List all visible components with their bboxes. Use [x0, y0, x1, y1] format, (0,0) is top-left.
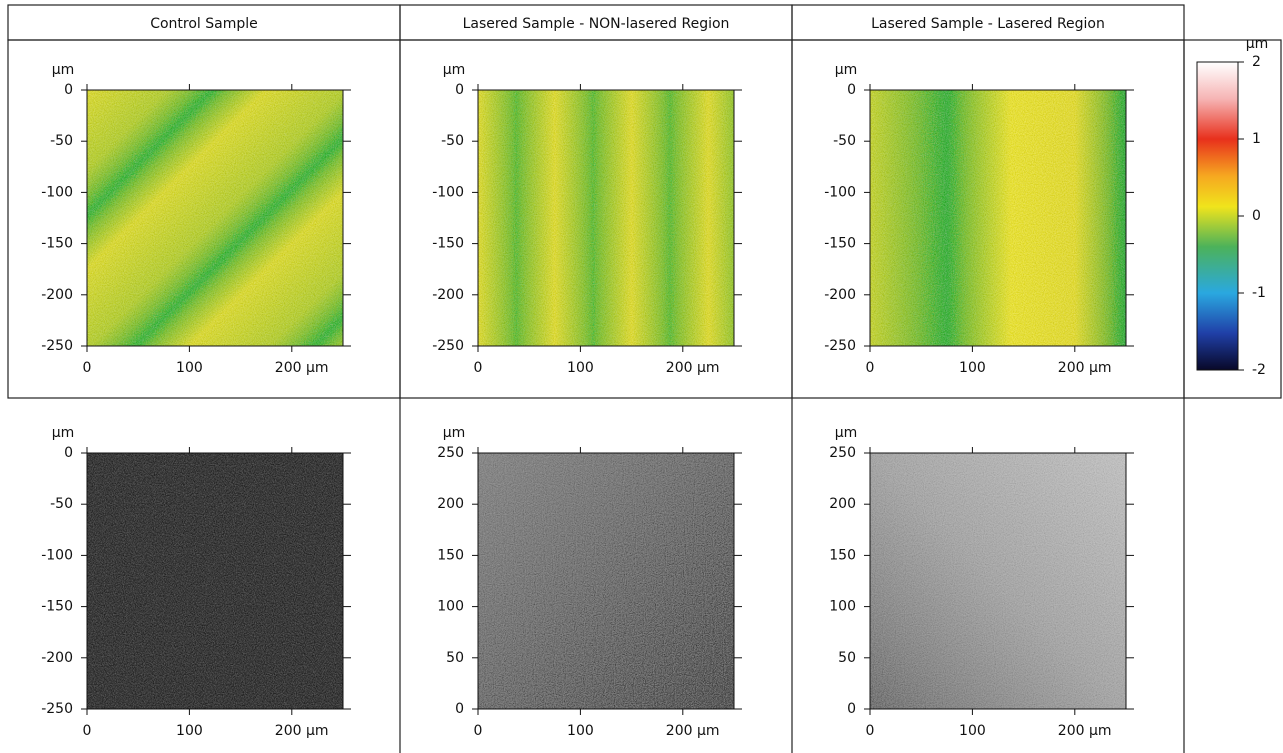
y-tick-label: -200 [41, 287, 73, 303]
x-tick-label: 200 µm [666, 723, 720, 739]
y-tick-label: 200 [437, 496, 464, 512]
column-header: Lasered Sample - NON-lasered Region [463, 16, 730, 32]
y-tick-label: -50 [50, 496, 73, 512]
y-tick-label: -50 [50, 133, 73, 149]
x-tick-label: 100 [567, 723, 594, 739]
y-tick-label: 0 [64, 445, 73, 461]
x-tick-label: 100 [176, 723, 203, 739]
y-tick-label: 150 [829, 547, 856, 563]
y-unit: µm [443, 62, 466, 78]
x-tick-label: 0 [474, 723, 483, 739]
height-map [870, 90, 1126, 346]
colorbar-tick-label: 2 [1252, 54, 1261, 70]
y-tick-label: 50 [446, 650, 464, 666]
colorbar-tick-label: 1 [1252, 131, 1261, 147]
y-tick-label: -200 [41, 650, 73, 666]
y-tick-label: -250 [41, 338, 73, 354]
y-tick-label: -250 [432, 338, 464, 354]
y-tick-label: -150 [824, 236, 856, 252]
y-unit: µm [835, 425, 858, 441]
plot-frame [869, 452, 1127, 710]
colorbar-tick-label: 0 [1252, 208, 1261, 224]
column-header: Control Sample [150, 16, 258, 32]
y-tick-label: -100 [824, 184, 856, 200]
y-tick-label: -150 [41, 599, 73, 615]
y-tick-label: 0 [847, 82, 856, 98]
y-tick-label: 0 [455, 701, 464, 717]
x-tick-label: 200 µm [666, 360, 720, 376]
plot-frame [477, 89, 735, 347]
height-map [478, 90, 734, 346]
y-tick-label: -100 [41, 184, 73, 200]
x-tick-label: 100 [567, 360, 594, 376]
plot-frame [477, 452, 735, 710]
height-map [870, 453, 1126, 709]
y-tick-label: -200 [824, 287, 856, 303]
colorbar-tick-label: -1 [1252, 285, 1266, 301]
y-tick-label: 100 [829, 599, 856, 615]
y-tick-label: 150 [437, 547, 464, 563]
x-tick-label: 0 [474, 360, 483, 376]
y-tick-label: 100 [437, 599, 464, 615]
y-tick-label: 250 [437, 445, 464, 461]
y-tick-label: 250 [829, 445, 856, 461]
x-tick-label: 200 µm [1058, 723, 1112, 739]
colorbar-tick-label: -2 [1252, 362, 1266, 378]
colorbar-unit: µm [1246, 36, 1269, 52]
x-tick-label: 0 [83, 360, 92, 376]
x-tick-label: 0 [83, 723, 92, 739]
y-unit: µm [443, 425, 466, 441]
x-tick-label: 100 [959, 723, 986, 739]
x-tick-label: 200 µm [1058, 360, 1112, 376]
plot-frame [869, 89, 1127, 347]
y-tick-label: 0 [847, 701, 856, 717]
y-tick-label: -200 [432, 287, 464, 303]
y-tick-label: -150 [432, 236, 464, 252]
y-tick-label: 0 [455, 82, 464, 98]
height-map [87, 453, 343, 709]
y-tick-label: 0 [64, 82, 73, 98]
y-unit: µm [835, 62, 858, 78]
y-tick-label: -100 [432, 184, 464, 200]
x-tick-label: 200 µm [275, 723, 329, 739]
x-tick-label: 0 [866, 360, 875, 376]
table-grid [7, 4, 1282, 753]
plot-frame [86, 89, 344, 347]
x-tick-label: 200 µm [275, 360, 329, 376]
colorbar [1196, 61, 1239, 371]
y-tick-label: 200 [829, 496, 856, 512]
y-tick-label: -250 [41, 701, 73, 717]
y-tick-label: -100 [41, 547, 73, 563]
y-tick-label: -250 [824, 338, 856, 354]
x-tick-label: 0 [866, 723, 875, 739]
y-unit: µm [52, 425, 75, 441]
x-tick-label: 100 [176, 360, 203, 376]
y-tick-label: 50 [838, 650, 856, 666]
plot-frame [86, 452, 344, 710]
y-tick-label: -50 [833, 133, 856, 149]
y-tick-label: -150 [41, 236, 73, 252]
y-unit: µm [52, 62, 75, 78]
height-map [478, 453, 734, 709]
column-header: Lasered Sample - Lasered Region [871, 16, 1105, 32]
height-map [87, 90, 343, 346]
x-tick-label: 100 [959, 360, 986, 376]
y-tick-label: -50 [441, 133, 464, 149]
